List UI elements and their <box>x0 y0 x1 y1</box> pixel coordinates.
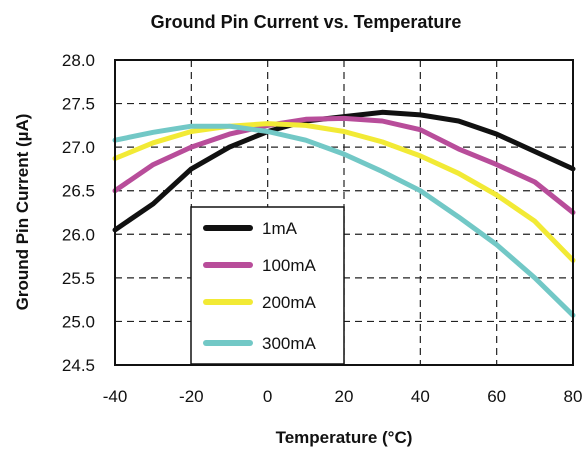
y-tick-label: 27.0 <box>62 138 95 157</box>
y-tick-label: 27.5 <box>62 95 95 114</box>
series-line-300mA <box>112 123 576 318</box>
x-tick-label: -40 <box>103 387 128 406</box>
series-line-200mA <box>112 121 576 263</box>
y-tick-label: 26.0 <box>62 225 95 244</box>
legend-label-1mA: 1mA <box>262 219 298 238</box>
x-tick-label: 40 <box>411 387 430 406</box>
y-tick-label: 24.5 <box>62 356 95 375</box>
y-tick-label: 28.0 <box>62 51 95 70</box>
legend-label-300mA: 300mA <box>262 334 317 353</box>
x-tick-label: -20 <box>179 387 204 406</box>
x-tick-label: 0 <box>263 387 272 406</box>
x-axis-label: Temperature (°C) <box>276 428 413 447</box>
y-tick-label: 26.5 <box>62 182 95 201</box>
legend-label-100mA: 100mA <box>262 256 317 275</box>
legend-box <box>190 206 345 365</box>
chart-title: Ground Pin Current vs. Temperature <box>151 12 462 32</box>
y-tick-labels: 28.0 27.5 27.0 26.5 26.0 25.5 25.0 24.5 <box>62 51 95 375</box>
plot-frame <box>114 59 574 366</box>
x-tick-label: 20 <box>335 387 354 406</box>
legend-label-200mA: 200mA <box>262 293 317 312</box>
y-tick-label: 25.0 <box>62 312 95 331</box>
series-lines <box>112 109 576 318</box>
series-line-100mA <box>112 115 576 215</box>
x-tick-label: 80 <box>564 387 583 406</box>
x-tick-label: 60 <box>487 387 506 406</box>
y-axis-label: Ground Pin Current (µA) <box>13 114 32 311</box>
x-tick-labels: -40 -20 0 20 40 60 80 <box>103 387 583 406</box>
y-tick-label: 25.5 <box>62 269 95 288</box>
legend: 1mA 100mA 200mA 300mA <box>190 206 345 365</box>
